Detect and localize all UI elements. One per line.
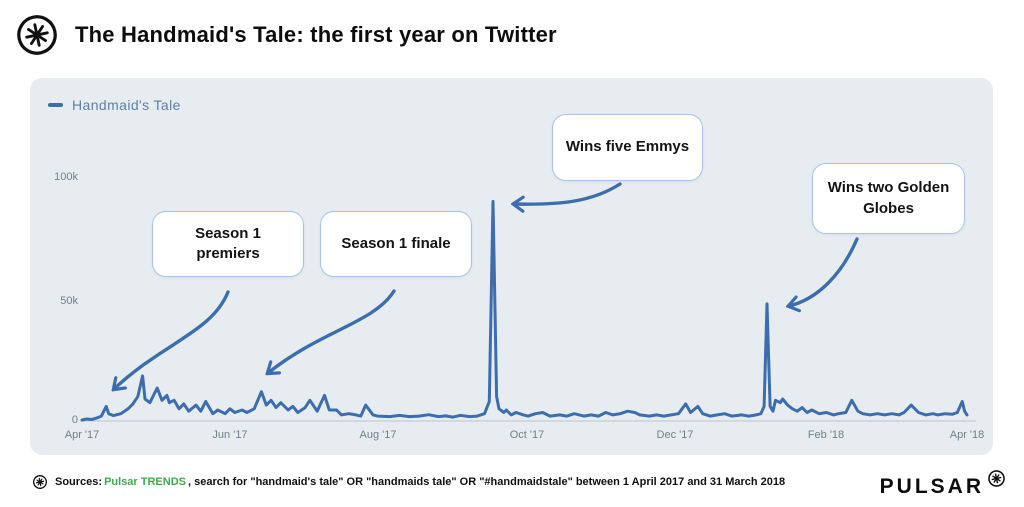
x-axis-tick-aug17: Aug '17: [359, 429, 397, 441]
page-title: The Handmaid's Tale: the first year on T…: [75, 22, 557, 47]
x-axis-tick-oct17: Oct '17: [509, 429, 545, 441]
pulsar-wordmark: PULSAR: [879, 475, 984, 498]
pulsar-brand: PULSAR: [880, 469, 1006, 499]
callout-wins-two-golden-globes: Wins two Golden Globes: [812, 163, 965, 234]
callout-label: Wins five Emmys: [565, 138, 690, 156]
sources-query-text: , search for "handmaid's tale" OR "handm…: [188, 476, 786, 488]
y-axis-tick-100k: 100k: [54, 171, 78, 183]
pulsar-asterisk-logo-icon: [988, 470, 1005, 487]
callout-label: Season 1 premiers: [195, 224, 261, 262]
callout-season1-finale: Season 1 finale: [320, 211, 472, 277]
x-axis-tick-jun17: Jun '17: [212, 429, 248, 441]
callout-label: Season 1 finale: [341, 234, 451, 252]
sources-line: Sources: Pulsar TRENDS , search for "han…: [32, 474, 785, 490]
sources-prefix: Sources:: [55, 476, 103, 488]
pulsar-trends-link[interactable]: Pulsar TRENDS: [104, 476, 186, 488]
x-axis-tick-dec17: Dec '17: [656, 429, 694, 441]
y-axis-tick-0: 0: [71, 414, 78, 426]
y-axis-tick-50k: 50k: [60, 295, 78, 307]
pulsar-asterisk-logo-icon: [17, 15, 57, 55]
pulsar-asterisk-logo-icon: [33, 475, 47, 489]
x-axis-tick-apr18: Apr '18: [949, 429, 985, 441]
legend-label: Handmaid's Tale: [72, 97, 181, 113]
callout-label: Wins two Golden Globes: [827, 179, 950, 217]
x-axis-tick-apr17: Apr '17: [64, 429, 100, 441]
callout-season1-premiers: Season 1 premiers: [152, 211, 304, 277]
legend-item: Handmaid's Tale: [48, 97, 181, 113]
legend-line-swatch: [48, 103, 63, 107]
x-axis-tick-feb18: Feb '18: [807, 429, 845, 441]
callout-wins-five-emmys: Wins five Emmys: [552, 114, 703, 181]
